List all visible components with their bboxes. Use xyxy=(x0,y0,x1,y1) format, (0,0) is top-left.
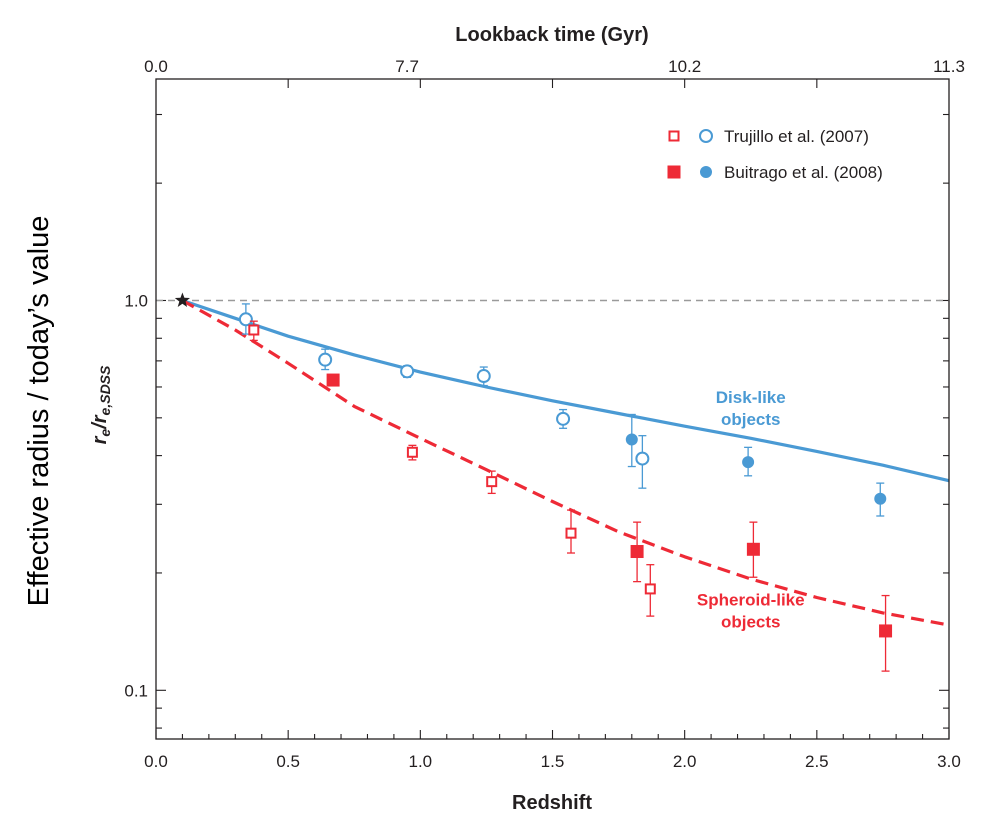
legend: Trujillo et al. (2007) Buitrago et al. (2… xyxy=(667,127,883,182)
plot-layer: 0.0 0.5 1.0 1.5 2.0 2.5 3.0 0.0 7.7 10.2 11.3 0.1 1.… xyxy=(124,57,965,771)
data-point-open-circle xyxy=(238,312,253,327)
legend-spheroid-marker xyxy=(667,165,681,179)
top-tick-label: 10.2 xyxy=(668,57,701,76)
x-tick-label: 2.5 xyxy=(805,752,829,771)
plot-frame xyxy=(155,78,950,740)
x-tick-label: 1.5 xyxy=(541,752,565,771)
reference-star-icon xyxy=(174,292,190,307)
y-tick-label: 1.0 xyxy=(124,291,148,310)
spheroid-annotation-line: objects xyxy=(721,613,781,632)
spheroid-annotation-line: Spheroid-like xyxy=(697,591,805,610)
data-point-open-circle xyxy=(318,352,333,367)
data-point-open-square xyxy=(248,324,260,336)
legend-label: Buitrago et al. (2008) xyxy=(724,163,883,182)
legend-disk-marker xyxy=(700,166,712,178)
disk-annotation-line: Disk-like xyxy=(716,388,786,407)
data-point-filled-square xyxy=(879,624,893,638)
data-point-filled-circle xyxy=(625,433,638,446)
data-point-open-circle xyxy=(635,451,650,466)
y-axis-title-r: r xyxy=(89,435,111,444)
top-tick-label: 0.0 xyxy=(144,57,168,76)
data-point-open-circle xyxy=(476,369,491,384)
x-tick-label: 0.5 xyxy=(276,752,300,771)
data-point-filled-square xyxy=(630,545,644,559)
data-point-open-square xyxy=(644,583,656,595)
x-tick-label: 1.0 xyxy=(409,752,433,771)
data-point-filled-circle xyxy=(742,456,755,469)
spheroid-fit-curve xyxy=(181,299,950,627)
data-point-open-circle xyxy=(400,364,415,379)
data-point-open-circle xyxy=(556,411,571,426)
legend-disk-marker xyxy=(699,129,713,143)
y-axis-title-sub1: e xyxy=(97,429,113,437)
x-tick-label: 0.0 xyxy=(144,752,168,771)
top-axis-title: Lookback time (Gyr) xyxy=(455,24,648,46)
top-tick-label: 11.3 xyxy=(933,57,965,76)
data-point-open-square xyxy=(565,527,577,539)
legend-label: Trujillo et al. (2007) xyxy=(724,127,869,146)
y-tick-label: 0.1 xyxy=(124,681,148,700)
disk-annotation-line: objects xyxy=(721,410,781,429)
y-axis-title-sep: /r xyxy=(89,414,111,430)
x-axis-title: Redshift xyxy=(512,792,592,814)
y-axis-title-sub2: e,SDSS xyxy=(97,365,113,415)
legend-spheroid-marker xyxy=(668,130,680,142)
data-point-open-square xyxy=(406,446,418,458)
data-point-open-square xyxy=(486,476,498,488)
top-tick-label: 7.7 xyxy=(395,57,419,76)
data-point-filled-square xyxy=(326,373,340,387)
data-point-filled-circle xyxy=(874,492,887,505)
x-tick-label: 3.0 xyxy=(937,752,961,771)
y-axis-title: re/re,SDSS xyxy=(89,365,113,444)
data-point-filled-square xyxy=(746,542,760,556)
x-tick-label: 2.0 xyxy=(673,752,697,771)
effective-radius-side-label: Effective radius / today’s value xyxy=(23,216,55,607)
disk-fit-curve xyxy=(181,298,950,483)
